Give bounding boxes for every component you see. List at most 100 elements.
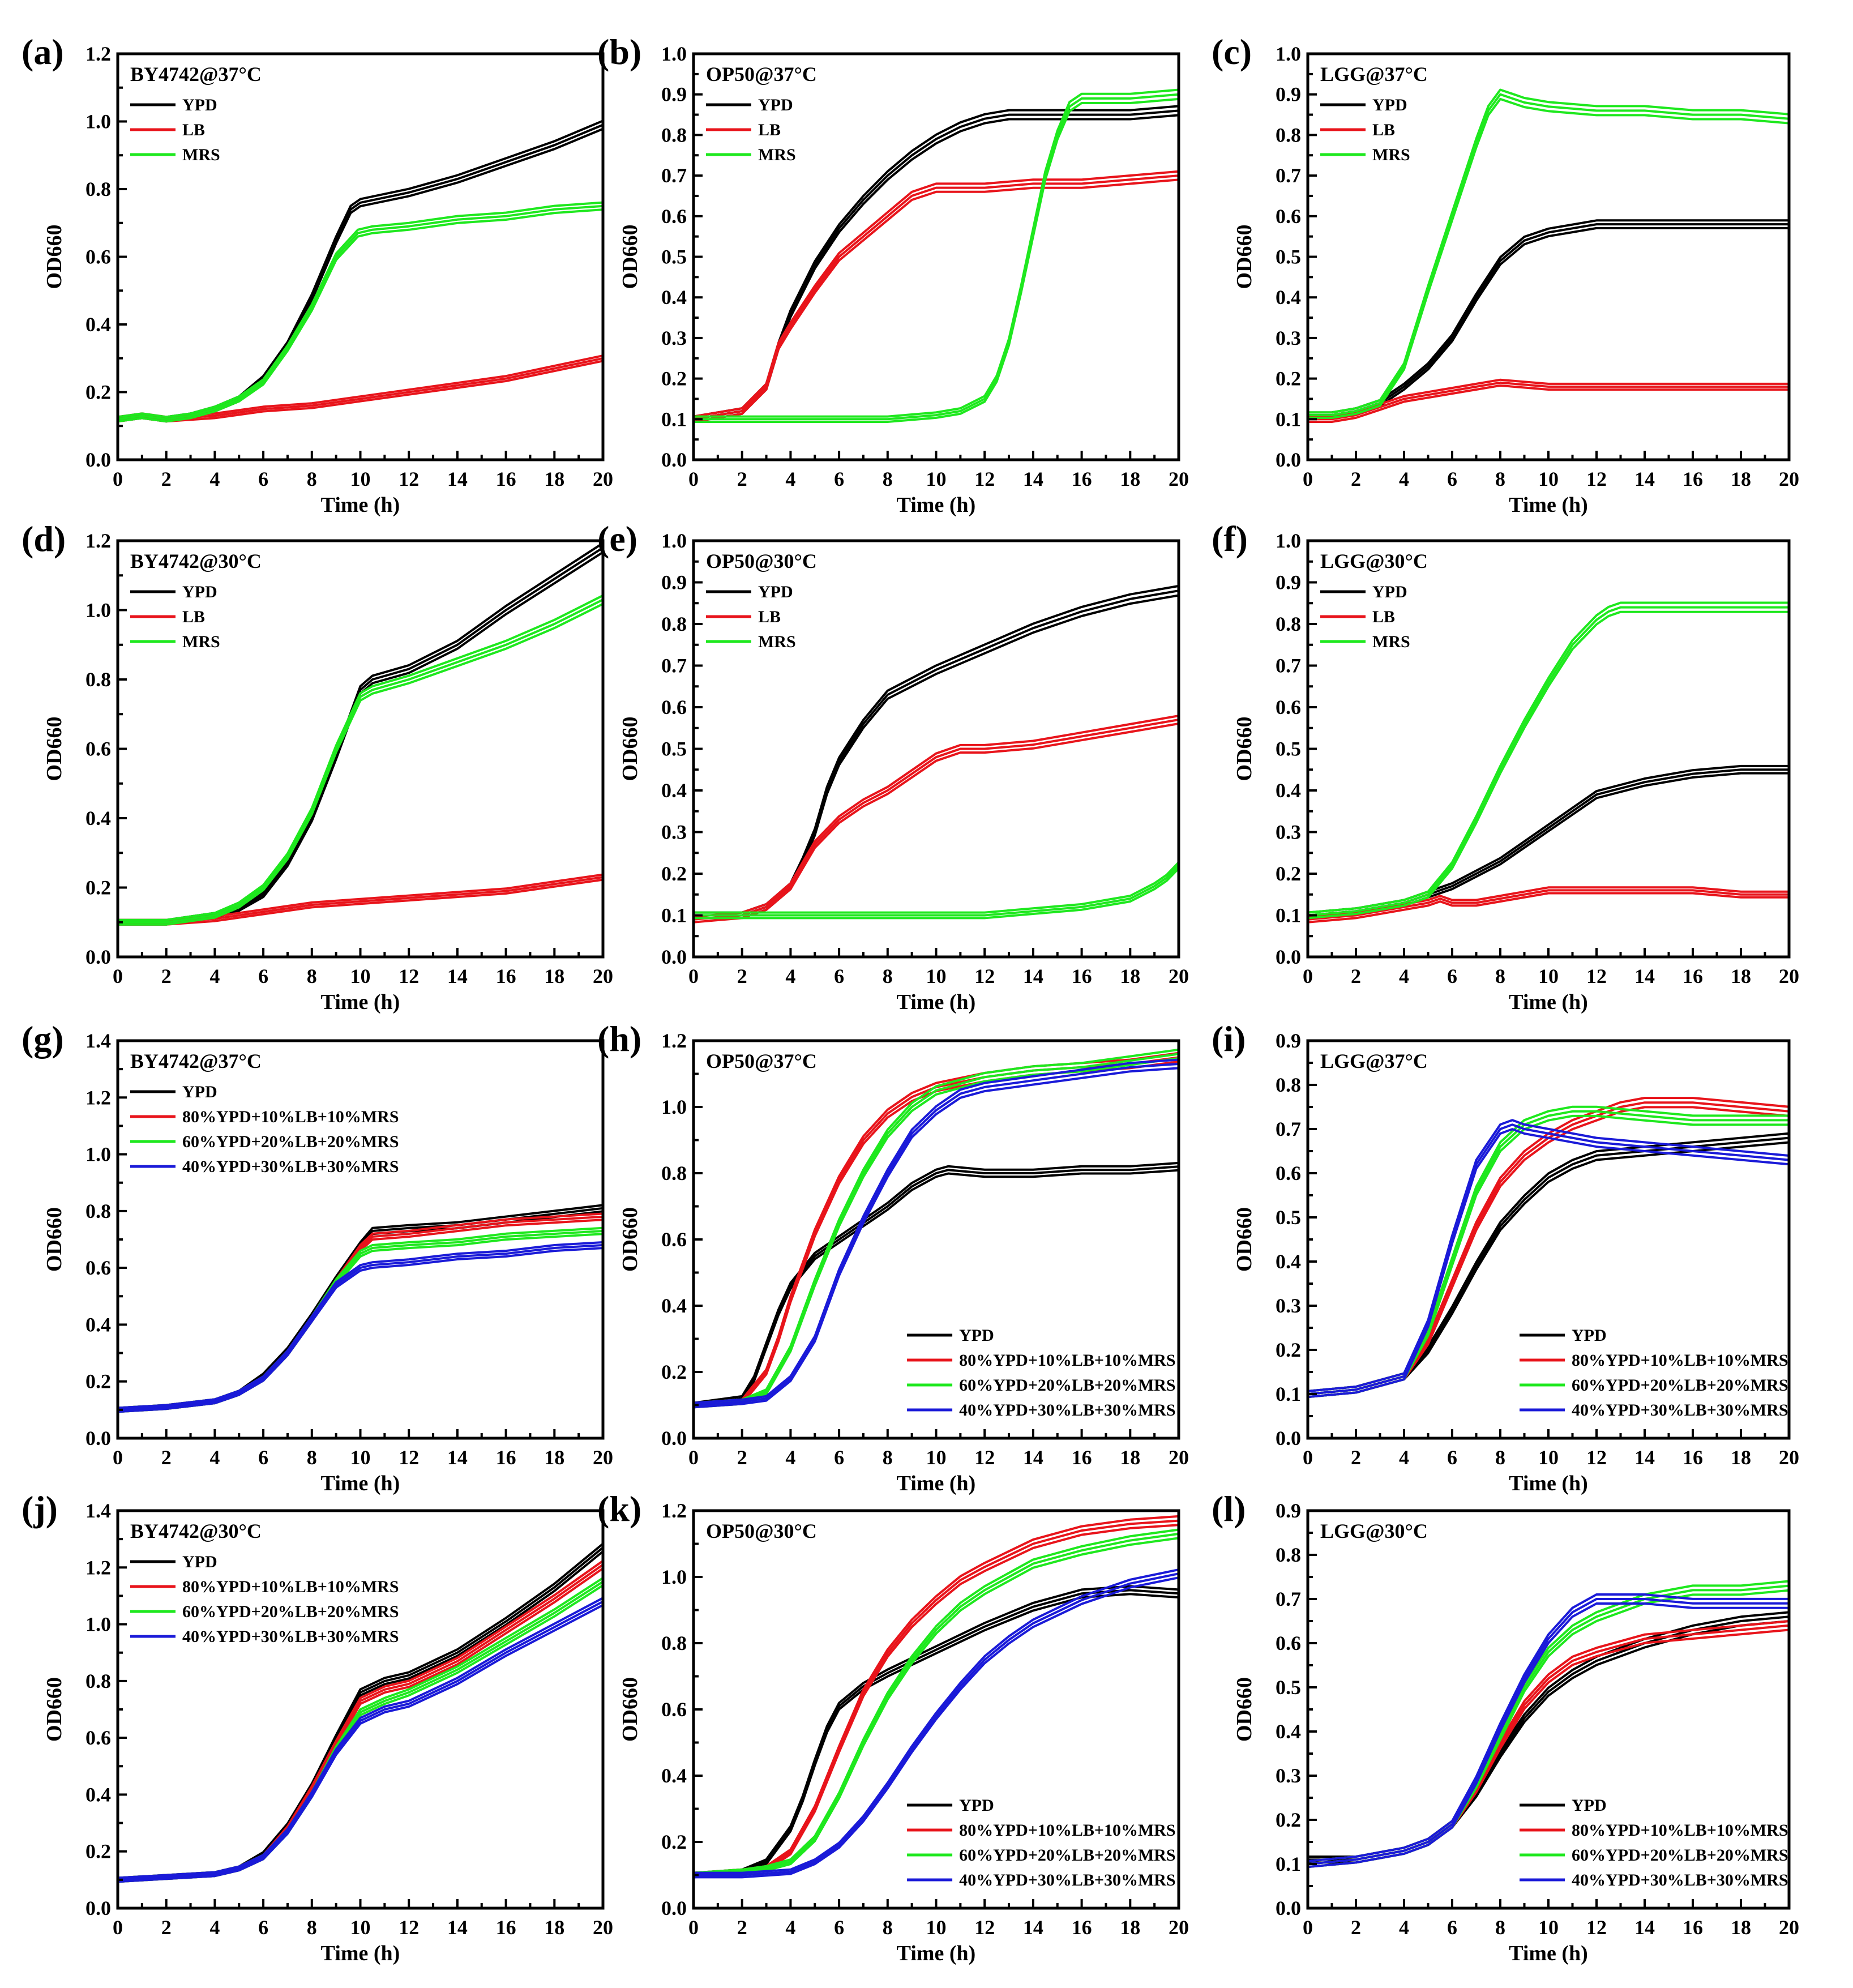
x-tick-label: 2: [1351, 1916, 1361, 1939]
x-tick-label: 14: [1023, 1916, 1043, 1939]
legend-label: 60%YPD+20%LB+20%MRS: [959, 1846, 1176, 1865]
x-tick-label: 10: [350, 1916, 371, 1939]
series-line-ypd: [692, 1593, 1180, 1879]
series-line-mix60: [692, 1053, 1180, 1406]
series-line-mix40: [117, 1247, 604, 1413]
x-tick-label: 20: [593, 1916, 613, 1939]
legend-label: YPD: [758, 96, 793, 114]
y-tick-label: 1.2: [85, 1086, 111, 1109]
x-tick-label: 16: [496, 1446, 516, 1469]
y-axis-title: OD660: [1233, 717, 1256, 781]
x-tick-label: 10: [1538, 1916, 1559, 1939]
y-tick-label: 0.0: [1276, 1427, 1301, 1450]
x-tick-label: 14: [447, 1446, 468, 1469]
y-tick-label: 0.4: [1276, 286, 1301, 309]
x-tick-label: 18: [1120, 965, 1140, 987]
series-line-lb: [117, 878, 604, 926]
y-tick-label: 0.4: [85, 1313, 111, 1336]
series-line-mix40: [117, 1600, 604, 1881]
legend: YPD LB MRS: [1320, 96, 1410, 164]
legend-label: 40%YPD+30%LB+30%MRS: [959, 1401, 1176, 1420]
x-tick-label: 4: [209, 1916, 220, 1939]
panel-title: BY4742@37°C: [130, 1050, 262, 1072]
series-line-mix40: [1307, 1602, 1790, 1869]
x-tick-label: 20: [1169, 1916, 1189, 1939]
series-line-mix60: [692, 1532, 1180, 1876]
legend: YPD LB MRS: [1320, 583, 1410, 651]
panel-letter: (i): [1212, 1019, 1246, 1059]
y-tick-label: 0.4: [661, 779, 687, 802]
x-tick-label: 12: [399, 1916, 419, 1939]
series-group: [117, 119, 604, 423]
series-group: [117, 1542, 604, 1883]
x-tick-label: 12: [1586, 965, 1607, 987]
y-tick-label: 0.0: [85, 1427, 111, 1450]
x-tick-label: 8: [883, 965, 893, 987]
x-tick-label: 20: [1779, 1916, 1799, 1939]
chart-panel: 0.0 0.1 0.2 0.3 0.4 0.5 0.6 0.7 0.8 0.9 1.0 0 2 4 6 8 10…: [1212, 519, 1799, 1014]
y-tick-label: 0.3: [661, 327, 687, 349]
y-axis-title: OD660: [618, 225, 642, 289]
series-line-mix40: [117, 1604, 604, 1883]
y-axis-title: OD660: [1233, 225, 1256, 289]
y-tick-label: 0.3: [661, 821, 687, 844]
series-line-mix80: [1307, 1101, 1790, 1395]
legend: YPD 80%YPD+10%LB+10%MRS 60%YPD+20%LB+20%MR…: [907, 1326, 1176, 1420]
legend-label: LB: [182, 608, 205, 626]
y-tick-label: 0.3: [1276, 1294, 1301, 1317]
legend-label: 60%YPD+20%LB+20%MRS: [1572, 1846, 1788, 1865]
panel-title: BY4742@30°C: [130, 1520, 262, 1542]
x-tick-label: 2: [737, 965, 747, 987]
series-group: [117, 542, 604, 926]
y-axis-title: OD660: [42, 1207, 66, 1272]
y-tick-label: 0.7: [1276, 1588, 1301, 1610]
series-line-mrs: [692, 864, 1180, 917]
series-group: [692, 584, 1180, 924]
y-tick-label: 0.4: [85, 807, 111, 830]
series-line-mix80: [1307, 1106, 1790, 1399]
x-tick-label: 6: [258, 965, 268, 987]
series-line-ypd: [1307, 1141, 1790, 1399]
x-axis-title: Time (h): [897, 1472, 976, 1495]
panel-letter: (a): [22, 32, 64, 72]
x-tick-label: 20: [1779, 965, 1799, 987]
series-line-mrs: [692, 861, 1180, 914]
x-tick-label: 2: [737, 468, 747, 490]
y-tick-label: 0.6: [661, 205, 687, 228]
series-group: [692, 88, 1180, 423]
series-line-mix40: [117, 1244, 604, 1411]
series-line-mrs: [117, 204, 604, 421]
x-axis-title: Time (h): [897, 1942, 976, 1965]
x-tick-label: 4: [785, 468, 795, 490]
legend-label: 40%YPD+30%LB+30%MRS: [1572, 1401, 1788, 1420]
legend-label: YPD: [1372, 96, 1407, 114]
y-tick-label: 1.0: [661, 1096, 687, 1118]
legend: YPD 80%YPD+10%LB+10%MRS 60%YPD+20%LB+20%MR…: [130, 1083, 399, 1176]
x-tick-label: 16: [496, 468, 516, 490]
legend-label: MRS: [1372, 146, 1410, 164]
panel-title: BY4742@37°C: [130, 63, 262, 85]
x-tick-label: 14: [447, 965, 468, 987]
x-tick-label: 8: [883, 1916, 893, 1939]
series-line-mix40: [1307, 1119, 1790, 1392]
x-tick-label: 6: [258, 1446, 268, 1469]
legend-label: YPD: [1572, 1326, 1607, 1345]
legend-label: 60%YPD+20%LB+20%MRS: [1572, 1376, 1788, 1395]
x-tick-label: 10: [350, 468, 371, 490]
y-tick-label: 0.2: [661, 1831, 687, 1853]
y-tick-label: 1.0: [85, 599, 111, 622]
x-tick-label: 10: [1538, 468, 1559, 490]
x-tick-label: 2: [161, 468, 172, 490]
y-tick-label: 0.1: [1276, 904, 1301, 927]
y-tick-label: 0.1: [1276, 408, 1301, 430]
y-tick-label: 0.6: [85, 1256, 111, 1279]
x-tick-label: 20: [1169, 468, 1189, 490]
y-axis-title: OD660: [618, 717, 642, 781]
series-line-ypd: [117, 546, 604, 924]
x-tick-label: 0: [1303, 468, 1313, 490]
x-tick-label: 20: [1779, 468, 1799, 490]
chart-panel: 0.0 0.2 0.4 0.6 0.8 1.0 1.2 1.4 0 2 4 6 8 10 12 14 16 18 2…: [22, 1019, 613, 1495]
legend: YPD LB MRS: [706, 583, 796, 651]
series-line-lb: [117, 354, 604, 418]
